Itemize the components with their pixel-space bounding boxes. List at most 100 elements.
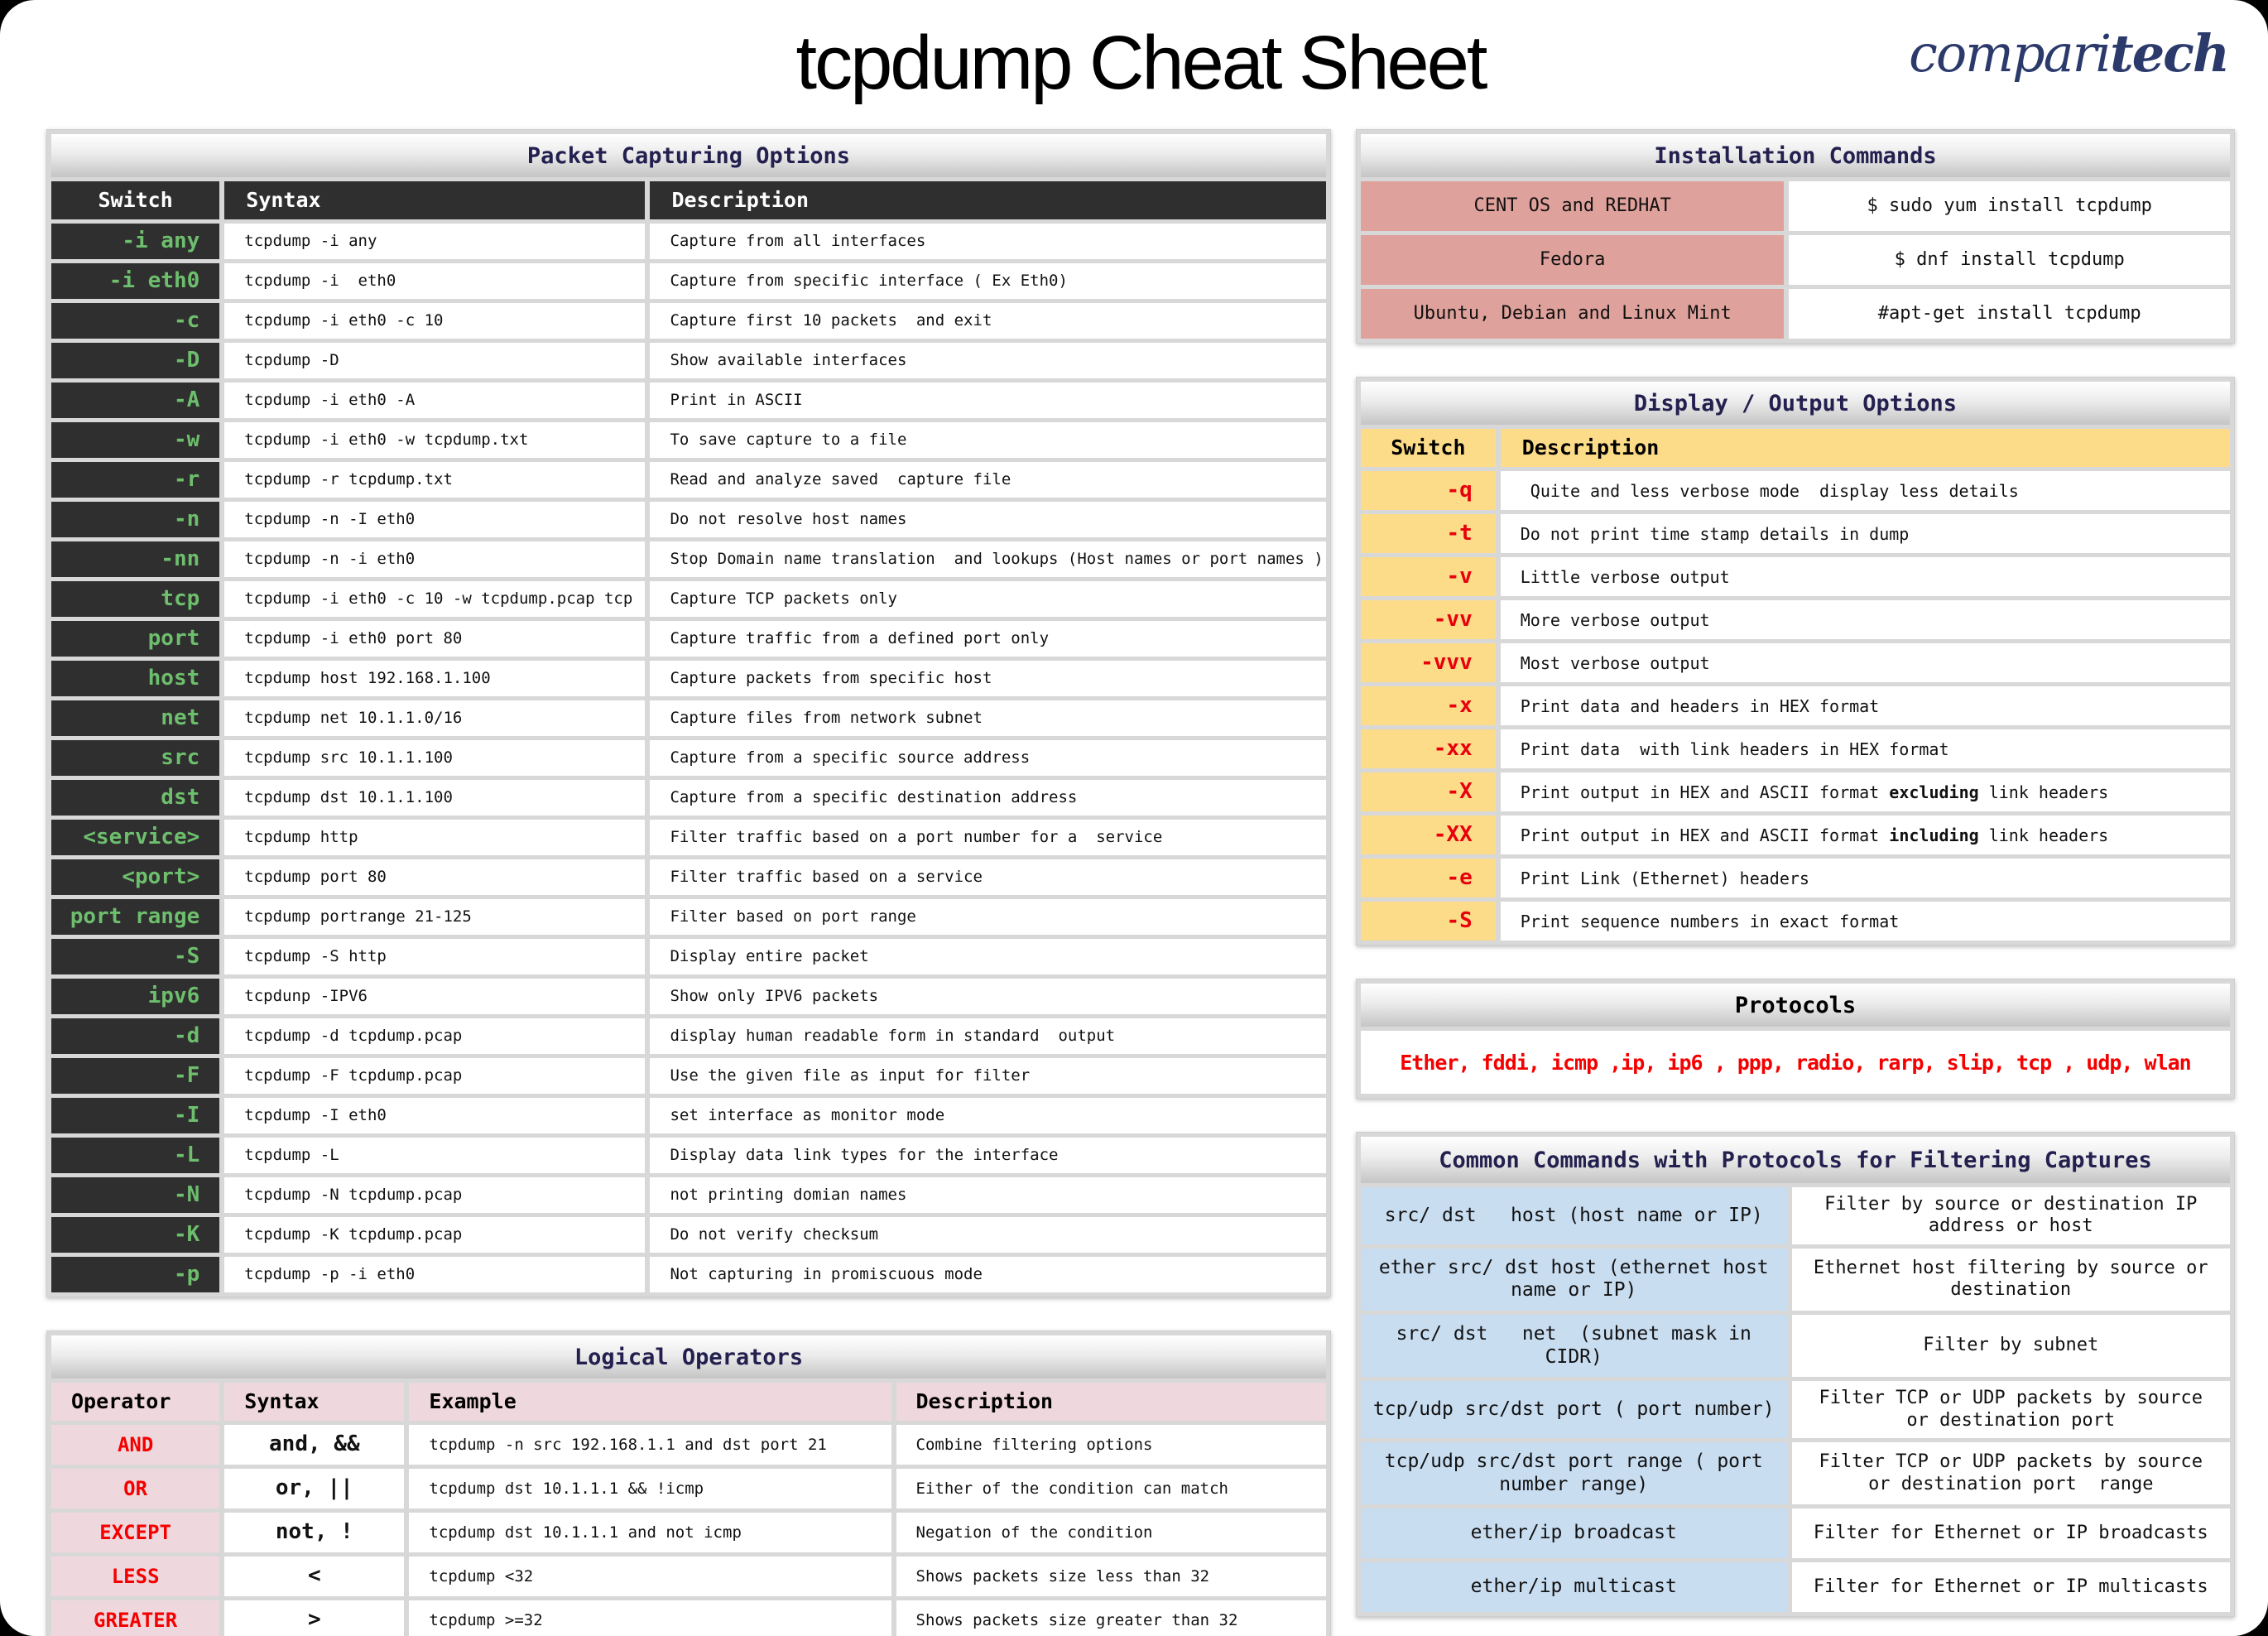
switch-cell: net — [51, 700, 220, 736]
syntax-cell: tcpdump -S http — [224, 939, 646, 974]
table-row: OR or, || tcpdump dst 10.1.1.1 && !icmp Eit… — [51, 1469, 1326, 1508]
switch-cell: -x — [1361, 686, 1496, 725]
switch-cell: -XX — [1361, 816, 1496, 854]
syntax-cell: tcpdump host 192.168.1.100 — [224, 661, 646, 696]
description-cell: Filter by source or destination IP addre… — [1791, 1187, 2230, 1244]
description-cell: Filter TCP or UDP packets by source or d… — [1791, 1381, 2230, 1438]
switch-cell: -X — [1361, 772, 1496, 811]
switch-cell: <port> — [51, 859, 220, 895]
description-cell: Do not resolve host names — [650, 502, 1326, 537]
syntax-cell: tcpdump -i any — [224, 224, 646, 259]
table-row: LESS < tcpdump <32 Shows packets size less … — [51, 1557, 1326, 1596]
description-cell: Print in ASCII — [650, 383, 1326, 418]
description-cell: Capture TCP packets only — [650, 581, 1326, 617]
switch-cell: -S — [51, 939, 220, 974]
packet-capturing-rows: -i any tcpdump -i any Capture from all int… — [51, 224, 1326, 1292]
table-row: CENT OS and REDHAT $ sudo yum install tcp… — [1361, 181, 2230, 231]
table-row: ether/ip multicast Filter for Ethernet or… — [1361, 1562, 2230, 1613]
description-cell: Display entire packet — [650, 939, 1326, 974]
operator-cell: AND — [51, 1425, 220, 1465]
example-cell: tcpdump <32 — [409, 1557, 891, 1596]
switch-cell: port range — [51, 899, 220, 935]
example-cell: tcpdump dst 10.1.1.1 and not icmp — [409, 1513, 891, 1552]
command-cell: $ sudo yum install tcpdump — [1789, 181, 2230, 231]
column-header-description: Description — [1500, 429, 2230, 467]
syntax-cell: tcpdump portrange 21-125 — [224, 899, 646, 935]
table-header-row: Switch Description — [1361, 429, 2230, 467]
operator-cell: LESS — [51, 1557, 220, 1596]
description-cell: Capture from all interfaces — [650, 224, 1326, 259]
column-header-operator: Operator — [51, 1383, 220, 1421]
installation-rows: CENT OS and REDHAT $ sudo yum install tcp… — [1361, 181, 2230, 339]
example-cell: tcpdump dst 10.1.1.1 && !icmp — [409, 1469, 891, 1508]
switch-cell: dst — [51, 780, 220, 816]
protocols-row: Ether, fddi, icmp ,ip, ip6 , ppp, radio,… — [1361, 1031, 2230, 1094]
description-cell: Negation of the condition — [896, 1513, 1326, 1552]
description-cell: Use the given file as input for filter — [650, 1058, 1326, 1094]
description-cell: Print sequence numbers in exact format — [1500, 902, 2230, 941]
table-row: -D tcpdump -D Show available interfaces — [51, 343, 1326, 378]
description-cell: More verbose output — [1500, 600, 2230, 639]
protocols-list: Ether, fddi, icmp ,ip, ip6 , ppp, radio,… — [1400, 1050, 2191, 1075]
section-title-filter-commands: Common Commands with Protocols for Filte… — [1361, 1137, 2230, 1183]
switch-cell: -I — [51, 1098, 220, 1133]
table-row: <service> tcpdump http Filter traffic base… — [51, 820, 1326, 855]
table-header-row: Operator Syntax Example Description — [51, 1383, 1326, 1421]
description-cell: display human readable form in standard … — [650, 1018, 1326, 1054]
description-cell: Read and analyze saved capture file — [650, 462, 1326, 498]
table-row: -K tcpdump -K tcpdump.pcap Do not verify c… — [51, 1217, 1326, 1253]
switch-cell: -N — [51, 1177, 220, 1213]
switch-cell: -K — [51, 1217, 220, 1253]
syntax-cell: tcpdump -i eth0 -A — [224, 383, 646, 418]
table-row: port range tcpdump portrange 21-125 Filter… — [51, 899, 1326, 935]
description-cell: Show only IPV6 packets — [650, 979, 1326, 1014]
description-cell: Stop Domain name translation and lookups… — [650, 541, 1326, 577]
description-cell: Little verbose output — [1500, 557, 2230, 596]
description-cell: Either of the condition can match — [896, 1469, 1326, 1508]
table-row: Ubuntu, Debian and Linux Mint #apt-get in… — [1361, 289, 2230, 339]
operator-cell: OR — [51, 1469, 220, 1508]
operator-syntax-cell: > — [224, 1600, 405, 1636]
logical-operators-rows: AND and, && tcpdump -n src 192.168.1.1 and… — [51, 1425, 1326, 1636]
switch-cell: -F — [51, 1058, 220, 1094]
description-cell: Filter for Ethernet or IP broadcasts — [1791, 1508, 2230, 1559]
column-header-description: Description — [896, 1383, 1326, 1421]
logical-operators-table: Logical Operators Operator Syntax Exampl… — [46, 1330, 1331, 1636]
syntax-cell: tcpdump -L — [224, 1138, 646, 1173]
switch-cell: -p — [51, 1257, 220, 1292]
syntax-cell: tcpdump -i eth0 -c 10 — [224, 303, 646, 339]
section-title-installation: Installation Commands — [1361, 134, 2230, 177]
table-row: -xx Print data with link headers in HEX f… — [1361, 729, 2230, 768]
description-cell: Print data and headers in HEX format — [1500, 686, 2230, 725]
command-cell: tcp/udp src/dst port range ( port number… — [1361, 1441, 1787, 1505]
description-cell: Combine filtering options — [896, 1425, 1326, 1465]
switch-cell: -i any — [51, 224, 220, 259]
filter-commands-rows: src/ dst host (host name or IP) Filter by… — [1361, 1187, 2230, 1613]
page-title: tcpdump Cheat Sheet — [795, 21, 1488, 105]
syntax-cell: tcpdump -i eth0 -w tcpdump.txt — [224, 422, 646, 458]
description-cell: Filter traffic based on a port number fo… — [650, 820, 1326, 855]
switch-cell: -vv — [1361, 600, 1496, 639]
description-cell: To save capture to a file — [650, 422, 1326, 458]
example-cell: tcpdump -n src 192.168.1.1 and dst port … — [409, 1425, 891, 1465]
table-row: -nn tcpdump -n -i eth0 Stop Domain name tr… — [51, 541, 1326, 577]
description-cell: Capture from specific interface ( Ex Eth… — [650, 263, 1326, 299]
syntax-cell: tcpdump http — [224, 820, 646, 855]
os-cell: Fedora — [1361, 235, 1785, 285]
logo-text-light: compari — [1909, 23, 2112, 84]
table-row: port tcpdump -i eth0 port 80 Capture traff… — [51, 621, 1326, 657]
description-cell: Ethernet host filtering by source or des… — [1791, 1248, 2230, 1311]
switch-cell: ipv6 — [51, 979, 220, 1014]
command-cell: src/ dst host (host name or IP) — [1361, 1187, 1787, 1244]
table-row: -XX Print output in HEX and ASCII format … — [1361, 816, 2230, 854]
switch-cell: -xx — [1361, 729, 1496, 768]
operator-syntax-cell: or, || — [224, 1469, 405, 1508]
command-cell: ether/ip multicast — [1361, 1562, 1787, 1613]
syntax-cell: tcpdump -d tcpdump.pcap — [224, 1018, 646, 1054]
description-cell: Capture traffic from a defined port only — [650, 621, 1326, 657]
description-cell: Display data link types for the interfac… — [650, 1138, 1326, 1173]
content-columns: Packet Capturing Options Switch Syntax D… — [46, 129, 2235, 1636]
command-cell: #apt-get install tcpdump — [1789, 289, 2230, 339]
syntax-cell: tcpdump -p -i eth0 — [224, 1257, 646, 1292]
